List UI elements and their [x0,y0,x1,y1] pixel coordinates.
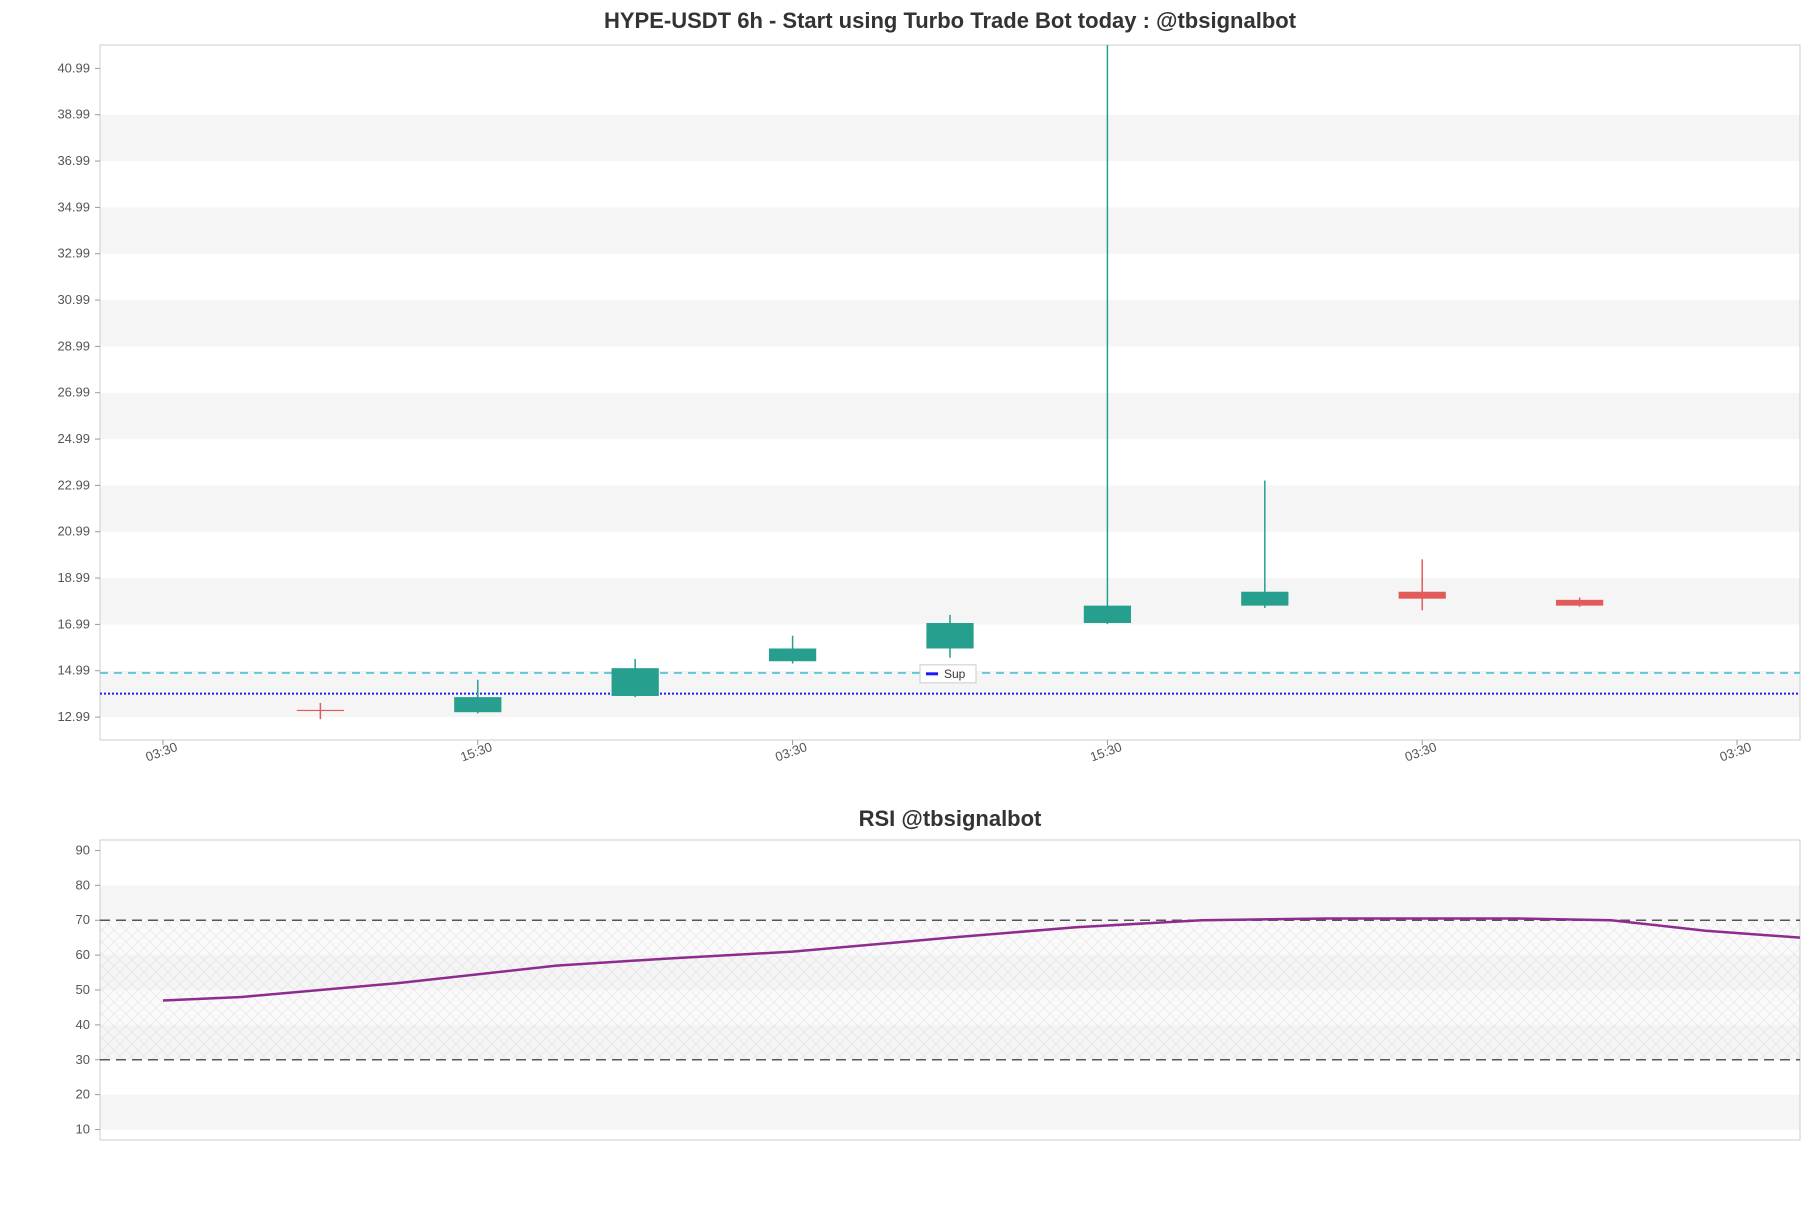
y-tick-label: 34.99 [57,199,90,214]
rsi-title: RSI @tbsignalbot [859,806,1042,831]
grid-band [100,439,1800,485]
y-tick-label: 18.99 [57,570,90,585]
candle-body [926,623,973,648]
y-tick-label: 16.99 [57,616,90,631]
y-tick-label: 26.99 [57,385,90,400]
x-tick-label: 03:30 [1718,739,1754,764]
rsi-y-tick-label: 90 [76,842,90,857]
rsi-y-tick-label: 60 [76,947,90,962]
y-tick-label: 28.99 [57,338,90,353]
rsi-grid-band [100,885,1800,920]
y-tick-label: 12.99 [57,709,90,724]
y-tick-label: 24.99 [57,431,90,446]
candle-body [1241,592,1288,606]
y-tick-label: 14.99 [57,663,90,678]
candle-body [297,710,344,711]
rsi-y-tick-label: 70 [76,912,90,927]
candle-body [612,668,659,696]
rsi-y-tick-label: 20 [76,1087,90,1102]
grid-band [100,254,1800,300]
grid-band [100,532,1800,578]
grid-band [100,346,1800,392]
candle-body [454,697,501,712]
x-tick-label: 15:30 [458,739,494,764]
y-tick-label: 36.99 [57,153,90,168]
x-tick-label: 15:30 [1088,739,1124,764]
candle-body [1084,606,1131,623]
candle-body [769,648,816,661]
rsi-y-tick-label: 40 [76,1017,90,1032]
rsi-y-tick-label: 10 [76,1122,90,1137]
grid-band [100,300,1800,346]
candlestick-title: HYPE-USDT 6h - Start using Turbo Trade B… [604,8,1297,33]
rsi-midband [100,920,1800,1060]
rsi-grid-band [100,1095,1800,1130]
grid-band [100,207,1800,253]
grid-band [100,161,1800,207]
candle-body [1399,592,1446,599]
x-tick-label: 03:30 [773,739,809,764]
rsi-y-tick-label: 50 [76,982,90,997]
y-tick-label: 22.99 [57,477,90,492]
grid-band [100,68,1800,114]
rsi-y-tick-label: 80 [76,877,90,892]
y-tick-label: 30.99 [57,292,90,307]
y-tick-label: 40.99 [57,60,90,75]
y-tick-label: 32.99 [57,246,90,261]
y-tick-label: 38.99 [57,107,90,122]
candle-body [1556,600,1603,606]
grid-band [100,485,1800,531]
grid-band [100,115,1800,161]
legend-label: Sup [944,667,966,681]
grid-band [100,393,1800,439]
x-tick-label: 03:30 [1403,739,1439,764]
rsi-grid-band [100,1060,1800,1095]
rsi-grid-band [100,850,1800,885]
y-tick-label: 20.99 [57,524,90,539]
rsi-y-tick-label: 30 [76,1052,90,1067]
chart-svg: HYPE-USDT 6h - Start using Turbo Trade B… [0,0,1811,1208]
chart-page: HYPE-USDT 6h - Start using Turbo Trade B… [0,0,1811,1208]
x-tick-label: 03:30 [144,739,180,764]
